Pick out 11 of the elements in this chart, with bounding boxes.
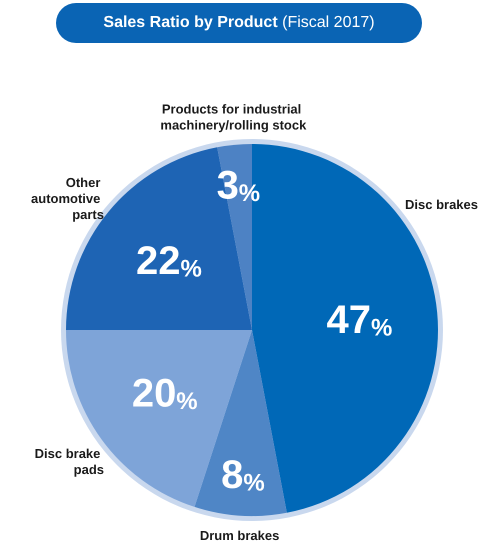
slice-label: Other automotive parts	[31, 174, 104, 222]
slice-label: Drum brakes	[200, 528, 280, 544]
data-label: 3%	[216, 164, 260, 208]
data-label: 47%	[326, 298, 392, 342]
slice-label: Products for industrial machinery/rolling stock	[160, 101, 308, 132]
data-label: 22%	[136, 239, 202, 284]
chart-title: Sales Ratio by Product (Fiscal 2017)	[103, 14, 375, 32]
slice-label: Disc brake pads	[34, 446, 104, 478]
data-label: 20%	[132, 371, 198, 416]
data-label: 8%	[221, 452, 265, 497]
slice-label: Disc brakes	[405, 196, 478, 212]
